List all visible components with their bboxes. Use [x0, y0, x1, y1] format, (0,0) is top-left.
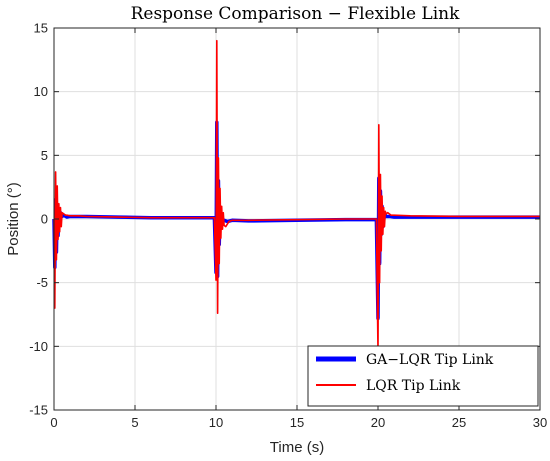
y-tick-label: 0 [41, 212, 48, 227]
x-tick-label: 10 [209, 415, 223, 430]
x-tick-label: 25 [452, 415, 466, 430]
x-tick-label: 20 [371, 415, 385, 430]
x-axis-label: Time (s) [270, 439, 324, 456]
series-line-lqr [53, 39, 540, 354]
y-tick-label: 5 [41, 148, 48, 163]
legend-label-ga-lqr: GA−LQR Tip Link [366, 352, 494, 368]
legend-box [307, 345, 539, 407]
legend: GA−LQR Tip Link LQR Tip Link [307, 345, 539, 407]
y-tick-label: -10 [29, 339, 48, 354]
series-layer [52, 39, 540, 354]
x-tick-label: 30 [533, 415, 547, 430]
y-tick-label: 10 [34, 84, 48, 99]
x-tick-label: 15 [290, 415, 304, 430]
y-axis-label: Position (°) [5, 182, 22, 256]
legend-label-lqr: LQR Tip Link [366, 378, 461, 394]
chart-title: Response Comparison − Flexible Link [131, 4, 461, 24]
y-tick-label: 15 [34, 21, 48, 36]
x-tick-label: 5 [131, 415, 138, 430]
y-tick-label: -15 [29, 403, 48, 418]
tick-labels: 0 5 10 15 20 25 30 -15 -10 -5 0 5 10 15 [29, 21, 547, 431]
x-tick-label: 0 [50, 415, 57, 430]
y-tick-label: -5 [36, 275, 48, 290]
